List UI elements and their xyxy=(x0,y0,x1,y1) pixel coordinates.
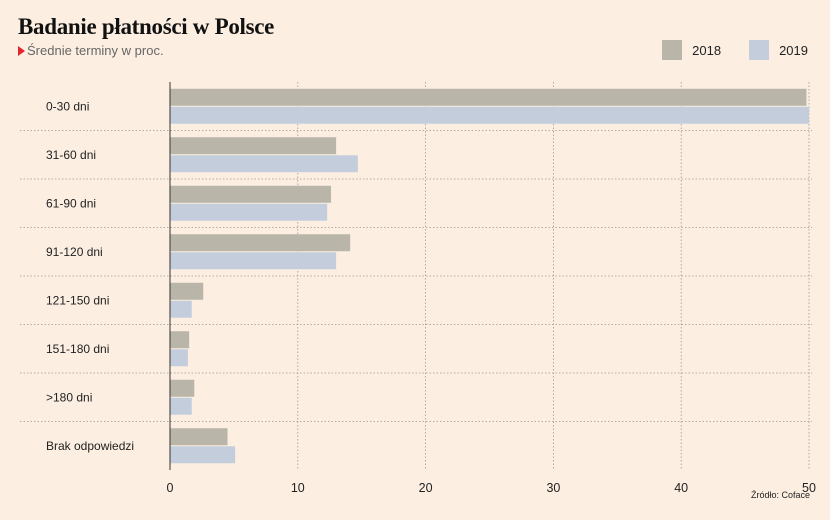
legend-item-2018: 2018 xyxy=(662,40,721,60)
bar-2018-4 xyxy=(170,234,351,252)
legend-label-2018: 2018 xyxy=(692,42,722,58)
bar-2019-2 xyxy=(170,155,358,173)
category-label-4: 91-120 dni xyxy=(46,245,103,259)
bar-2019-5 xyxy=(170,300,192,318)
bar-2019-6 xyxy=(170,349,188,367)
bar-2018-5 xyxy=(170,282,204,300)
subtitle-row: Średnie terminy w proc. xyxy=(18,43,164,58)
category-label-7: >180 dni xyxy=(46,390,92,404)
x-tick-label-10: 10 xyxy=(291,481,305,495)
category-label-3: 61-90 dni xyxy=(46,196,96,210)
bar-2018-2 xyxy=(170,137,337,155)
bar-2019-7 xyxy=(170,397,192,415)
x-tick-label-40: 40 xyxy=(674,481,688,495)
bar-2019-3 xyxy=(170,203,328,221)
bar-2019-1 xyxy=(170,106,809,124)
bar-2019-8 xyxy=(170,446,236,464)
legend: 2018 2019 xyxy=(634,40,808,60)
legend-label-2019: 2019 xyxy=(779,42,808,58)
legend-swatch-2019 xyxy=(749,40,770,60)
category-label-8: Brak odpowiedzi xyxy=(46,439,134,453)
category-label-6: 151-180 dni xyxy=(46,342,109,356)
bar-2018-8 xyxy=(170,428,228,446)
category-label-5: 121-150 dni xyxy=(46,293,109,307)
legend-item-2019: 2019 xyxy=(749,40,808,60)
category-label-2: 31-60 dni xyxy=(46,148,96,162)
bar-2018-1 xyxy=(170,88,807,106)
source-note: Źródło: Coface xyxy=(750,490,810,500)
x-tick-label-50: 50 xyxy=(802,481,816,495)
legend-swatch-2018 xyxy=(662,40,683,60)
category-label-1: 0-30 dni xyxy=(46,99,89,113)
bar-2018-3 xyxy=(170,185,332,203)
x-tick-label-0: 0 xyxy=(167,481,174,495)
subtitle-marker-icon xyxy=(18,45,25,56)
bar-2018-7 xyxy=(170,379,195,397)
bar-2019-4 xyxy=(170,252,337,270)
chart-subtitle: Średnie terminy w proc. xyxy=(27,43,164,58)
x-tick-label-20: 20 xyxy=(419,481,433,495)
x-tick-label-30: 30 xyxy=(546,481,560,495)
chart-title: Badanie płatności w Polsce xyxy=(18,14,275,39)
bar-2018-6 xyxy=(170,331,190,349)
